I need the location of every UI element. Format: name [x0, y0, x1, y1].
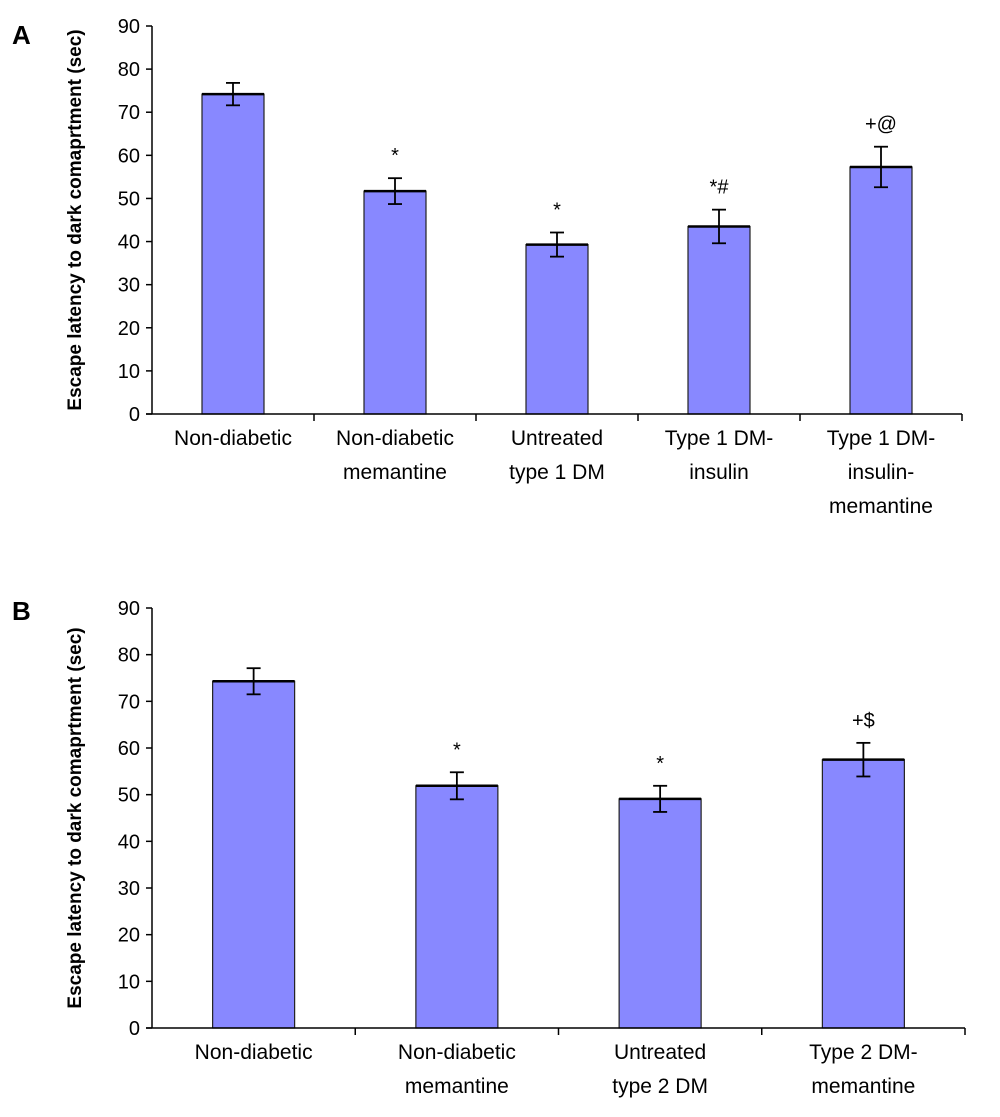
x-category-label-line: memantine [343, 461, 447, 484]
x-category-label-line: type 1 DM [509, 461, 605, 484]
significance-annotation: * [553, 200, 561, 222]
y-tick-label: 0 [129, 404, 140, 426]
y-tick-label: 90 [118, 598, 140, 620]
x-category-label: Non-diabetic memantine [398, 1041, 516, 1098]
y-tick-label: 50 [118, 785, 140, 807]
x-category-label-line: memantine [405, 1075, 509, 1098]
y-tick-label: 10 [118, 361, 140, 383]
panel-a-chart: A Escape latency to dark comaprtment (sec… [12, 16, 963, 518]
x-category-label-line: Type 2 DM- [809, 1041, 918, 1064]
significance-annotation: * [391, 145, 399, 167]
significance-annotation: +@ [865, 114, 897, 136]
significance-annotation: *# [710, 177, 730, 199]
panel-a-label: A [12, 20, 31, 50]
bar [363, 190, 427, 415]
x-category-label-line: Type 1 DM- [827, 427, 936, 450]
significance-annotation: +$ [852, 710, 875, 732]
y-tick-label: 20 [118, 925, 140, 947]
y-tick-label: 40 [118, 831, 140, 853]
significance-annotation: * [656, 753, 664, 775]
x-category-label-line: Non-diabetic [174, 427, 292, 450]
significance-annotation: * [453, 739, 461, 761]
y-tick-label: 10 [118, 971, 140, 993]
x-category-label-line: Non-diabetic [336, 427, 454, 450]
x-category-label-line: Untreated [511, 427, 603, 450]
x-category-label: Untreated type 2 DM [612, 1041, 708, 1098]
x-category-label-line: type 2 DM [612, 1075, 708, 1098]
y-tick-label: 60 [118, 738, 140, 760]
x-category-label-line: Type 1 DM- [665, 427, 774, 450]
y-tick-label: 70 [118, 102, 140, 124]
panel-b-chart: B Escape latency to dark comaprtment (sec… [12, 596, 966, 1098]
y-tick-label: 60 [118, 145, 140, 167]
x-category-label-line: memantine [811, 1075, 915, 1098]
x-category-label: Type 2 DM-memantine [809, 1041, 918, 1098]
x-category-label-line: Non-diabetic [398, 1041, 516, 1064]
y-tick-label: 30 [118, 275, 140, 297]
y-tick-label: 80 [118, 645, 140, 667]
panel-a-y-axis-label: Escape latency to dark comaprtment (sec) [65, 29, 86, 410]
x-category-label: Type 1 DM-insulin-memantine [827, 427, 936, 518]
bar [415, 785, 499, 1029]
x-category-label-line: Untreated [614, 1041, 706, 1064]
x-category-label: Non-diabetic [195, 1041, 313, 1064]
panel-b-label: B [12, 596, 31, 626]
y-tick-label: 40 [118, 232, 140, 254]
x-category-label: Non-diabetic [174, 427, 292, 450]
y-tick-label: 80 [118, 59, 140, 81]
x-category-label-line: insulin- [848, 461, 915, 484]
y-tick-label: 30 [118, 878, 140, 900]
y-tick-label: 50 [118, 188, 140, 210]
bar [201, 93, 265, 415]
x-category-label-line: insulin [689, 461, 749, 484]
y-tick-label: 20 [118, 318, 140, 340]
x-category-label-line: Non-diabetic [195, 1041, 313, 1064]
y-tick-label: 70 [118, 691, 140, 713]
bar [687, 225, 751, 415]
bar [849, 166, 913, 415]
bar [525, 243, 589, 415]
bar [212, 680, 296, 1029]
bar [618, 798, 702, 1029]
x-category-label: Type 1 DM-insulin [665, 427, 774, 484]
bar [821, 759, 905, 1029]
y-tick-label: 90 [118, 16, 140, 38]
y-tick-label: 0 [129, 1018, 140, 1040]
panel-b-y-axis-label: Escape latency to dark comaprtment (sec) [65, 627, 86, 1008]
x-category-label: Untreated type 1 DM [509, 427, 605, 484]
x-category-label-line: memantine [829, 495, 933, 518]
x-category-label: Non-diabetic memantine [336, 427, 454, 484]
